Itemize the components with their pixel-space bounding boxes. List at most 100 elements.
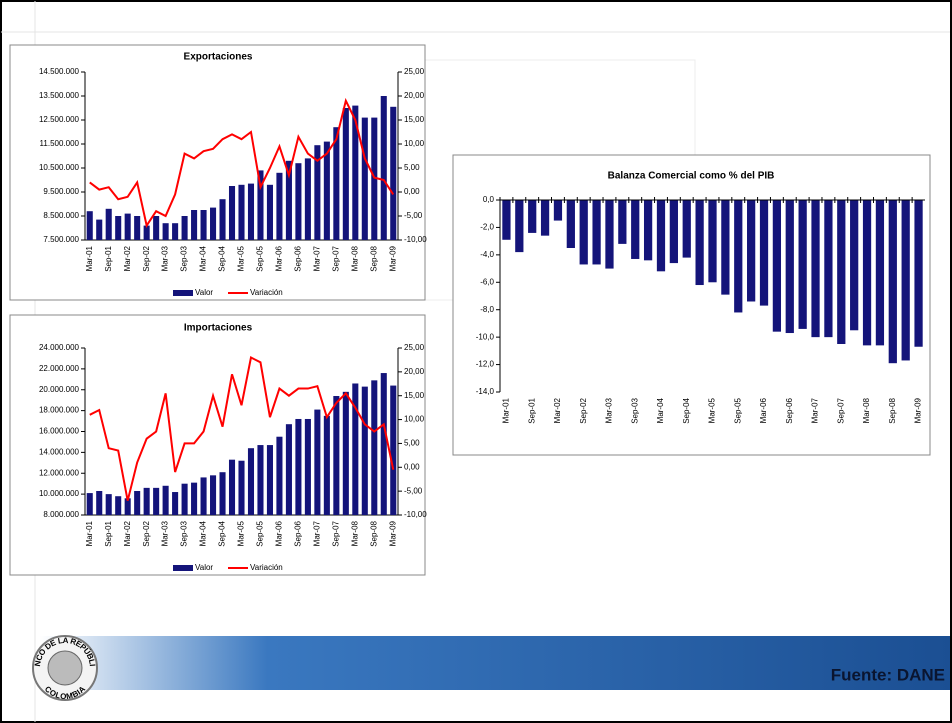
bar (643, 200, 653, 261)
bar (380, 373, 387, 515)
bar (901, 200, 910, 361)
bar (333, 127, 340, 240)
bar (210, 475, 217, 515)
y2-tick-label: -5,00 (404, 486, 423, 495)
legend-label: Valor (195, 288, 213, 297)
x-tick-label: Sep-02 (142, 245, 151, 271)
line (89, 97, 395, 229)
bar (656, 200, 666, 272)
legend-label: Variación (250, 288, 283, 297)
y2-tick-label: 15,00 (404, 115, 425, 124)
footer-band (40, 636, 950, 690)
x-tick-label: Sep-01 (104, 245, 113, 271)
bar (785, 200, 794, 334)
bar (314, 409, 321, 515)
bar (238, 460, 245, 515)
x-tick-label: Sep-05 (733, 397, 742, 423)
x-tick-label: Sep-06 (785, 397, 794, 423)
x-tick-label: Sep-03 (180, 520, 189, 546)
bar (247, 448, 255, 515)
chart-title: Exportaciones (184, 52, 253, 63)
bar (96, 490, 103, 515)
bar (888, 200, 897, 364)
y2-tick-label: 5,00 (404, 163, 420, 172)
bar (695, 200, 704, 286)
bar (579, 200, 588, 265)
bar (592, 200, 601, 265)
bar (105, 208, 112, 240)
bar (238, 184, 245, 240)
x-tick-label: Mar-05 (708, 397, 717, 423)
y-tick-label: 8.500.000 (43, 211, 79, 220)
x-tick-label: Sep-07 (331, 245, 340, 271)
x-tick-label: Sep-02 (142, 520, 151, 546)
bar (191, 482, 198, 515)
bar (323, 141, 330, 240)
y-tick-label: 9.500.000 (43, 187, 79, 196)
legend-swatch (173, 290, 193, 296)
y-tick-label: 0,0 (483, 195, 495, 204)
x-tick-label: Sep-04 (682, 397, 691, 423)
y2-tick-label: 10,00 (404, 139, 425, 148)
x-tick-label: Mar-08 (862, 397, 871, 423)
bar (371, 117, 378, 240)
bar (143, 225, 150, 240)
x-tick-label: Mar-03 (605, 397, 614, 423)
bar (631, 200, 640, 259)
bar (361, 386, 368, 515)
x-tick-label: Mar-03 (161, 520, 170, 546)
bar (682, 200, 691, 258)
x-tick-label: Mar-06 (275, 245, 284, 271)
legend-swatch (173, 565, 193, 571)
x-tick-label: Sep-06 (294, 520, 303, 546)
bar (566, 200, 575, 248)
y2-tick-label: -5,00 (404, 211, 423, 220)
y-tick-label: 11.500.000 (40, 139, 80, 148)
bar (850, 200, 859, 331)
y-tick-label: -6,0 (480, 277, 494, 286)
bar (172, 223, 179, 240)
bar (323, 415, 330, 515)
y-tick-label: 20.000.000 (39, 385, 80, 394)
bar (811, 200, 820, 338)
bar (228, 186, 236, 240)
x-tick-label: Sep-08 (888, 397, 897, 423)
bar (115, 496, 122, 515)
y-tick-label: -4,0 (480, 250, 494, 259)
bar (515, 200, 524, 253)
x-tick-label: Sep-01 (104, 520, 113, 546)
x-tick-label: Mar-03 (161, 245, 170, 271)
y-tick-label: 8.000.000 (43, 510, 79, 519)
bar (304, 418, 311, 515)
bar (172, 492, 179, 515)
bar (380, 96, 387, 240)
bar (219, 199, 226, 240)
bar (124, 213, 131, 240)
x-tick-label: Mar-08 (350, 245, 359, 271)
bar (266, 445, 273, 515)
x-tick-label: Sep-07 (836, 397, 845, 423)
bar (86, 493, 93, 515)
x-tick-label: Mar-02 (123, 520, 132, 546)
x-tick-label: Sep-05 (256, 245, 265, 271)
x-tick-label: Mar-04 (199, 520, 208, 546)
x-tick-label: Mar-04 (656, 397, 665, 423)
bar (219, 472, 226, 515)
x-tick-label: Mar-07 (312, 520, 321, 546)
bar (266, 184, 273, 240)
x-tick-label: Mar-02 (123, 245, 132, 271)
bar (124, 498, 131, 515)
bar (371, 380, 378, 515)
bar (734, 200, 743, 313)
bar (285, 424, 292, 515)
bar (708, 200, 717, 283)
bar (352, 383, 359, 515)
y2-tick-label: -10,00 (404, 510, 427, 519)
y-tick-label: 7.500.000 (43, 235, 79, 244)
legend-label: Variación (250, 563, 283, 572)
y2-tick-label: 15,00 (404, 391, 425, 400)
x-tick-label: Sep-04 (218, 245, 227, 271)
x-tick-label: Sep-08 (369, 245, 378, 271)
bar (162, 223, 169, 240)
